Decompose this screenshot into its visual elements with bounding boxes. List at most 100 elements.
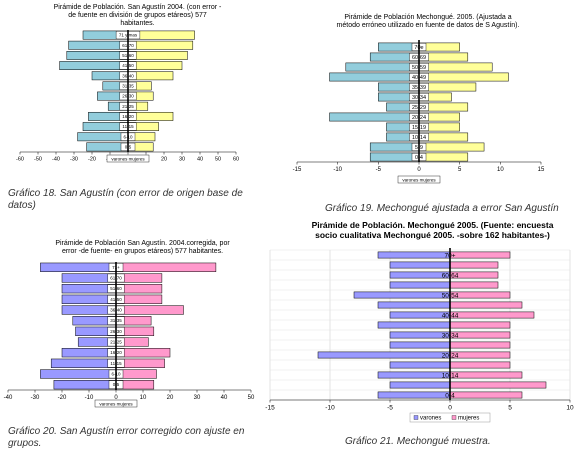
chart-1-x-tick-label: -30 [70, 157, 78, 163]
chart-4-title: Pirámide de Población. Mechongué 2005. (… [290, 220, 575, 240]
chart-2-bar-female [418, 142, 485, 152]
chart-1-x-tick-label: -60 [16, 157, 24, 163]
chart-1-title-line-1: Pirámide de Población. San Agustín 2004.… [53, 4, 222, 11]
chart-1-title-line-2: de fuente en división de grupos etáreos)… [68, 12, 207, 19]
chart-3-x-tick-label: -40 [4, 395, 13, 401]
chart-4-bar-male [389, 261, 451, 269]
chart-1-title-line-3: habitantes. [120, 20, 155, 27]
chart-2-x-tick-label: 15 [538, 167, 545, 173]
chart-4-bar-female [449, 291, 511, 299]
chart-2-x-tick-label: 0 [417, 167, 421, 173]
chart-4-bar-male [377, 371, 451, 379]
chart-4-title-line-1: Pirámide de Población. Mechongué 2005. (… [311, 220, 554, 230]
chart-4-caption: Gráfico 21. Mechongué muestra. [345, 436, 491, 447]
chart-1-x-tick-label: -50 [34, 157, 42, 163]
chart-1-x-tick-label: -20 [88, 157, 96, 163]
chart-4-bar-female [449, 251, 511, 259]
chart-4-bar-male [389, 281, 451, 289]
chart-1-legend-box [106, 154, 150, 163]
chart-3-bar-male [50, 358, 117, 368]
chart-4-x-tick-label: -15 [265, 405, 275, 412]
chart-4-bar-male [389, 341, 451, 349]
chart-4-bar-female [449, 361, 511, 369]
chart-4-legend-box [409, 412, 491, 423]
chart-1-x-tick-label: 40 [197, 157, 203, 163]
chart-3-legend-box [94, 399, 138, 408]
chart-4-bar-male [389, 381, 451, 389]
chart-3-bar-female [115, 305, 184, 315]
chart-2-legend-box [397, 175, 441, 184]
chart-4-bar-male [377, 391, 451, 399]
chart-1-x-tick-label: 60 [233, 157, 239, 163]
chart-2-legend-text: varones mujeres [402, 178, 436, 183]
chart-3-x-tick-label: 0 [114, 395, 118, 401]
chart-2-title-line-2: método erróneo utilizado en fuente de da… [336, 22, 520, 29]
chart-3-x-tick-label: -10 [85, 395, 94, 401]
chart-3-title-line-2: error -de fuente- en grupos etáreos) 577… [61, 248, 224, 255]
chart-3-title: Pirámide de Población San Agustín. 2004.… [30, 240, 255, 256]
chart-4-bar-male [389, 361, 451, 369]
chart-2-bar-female [418, 152, 469, 162]
chart-4-bar-male [377, 301, 451, 309]
chart-2-bar-male [369, 142, 420, 152]
chart-4-x-tick-label: 0 [448, 405, 452, 412]
chart-2-bar-male [329, 112, 420, 122]
chart-1-title: Pirámide de Población. San Agustín 2004.… [30, 4, 245, 28]
chart-4-bar-female [449, 341, 511, 349]
chart-4-bar-male [377, 251, 451, 259]
chart-2-caption: Gráfico 19. Mechongué ajustada a error S… [325, 203, 559, 214]
chart-1-bar-male [77, 132, 129, 142]
chart-1-population-pyramid: 0-56-1011-1516-2021-2526-3031-3536-4041-… [16, 30, 239, 163]
chart-4-population-pyramid: 0-410-1420-2430-3440-4450-5460-6470+-15-… [265, 248, 574, 423]
chart-4-legend-label-male: varones [420, 416, 441, 422]
chart-4-bar-female [449, 311, 535, 319]
chart-3-bar-male [40, 262, 117, 272]
chart-4-x-tick-label: 10 [566, 405, 574, 412]
chart-3-x-tick-label: 30 [194, 395, 201, 401]
chart-3-bar-male [40, 369, 117, 379]
chart-1-x-tick-label: 20 [161, 157, 167, 163]
chart-3-legend-text: varones mujeres [99, 402, 133, 407]
chart-1-x-tick-label: -40 [52, 157, 60, 163]
chart-4-bar-female [449, 331, 511, 339]
chart-1-bar-female [127, 40, 194, 50]
chart-4-bar-male [377, 321, 451, 329]
chart-2-x-tick-label: 5 [458, 167, 462, 173]
chart-3-bar-male [53, 380, 117, 390]
chart-1-bar-female [127, 50, 188, 60]
chart-2-bar-male [369, 152, 420, 162]
chart-3-x-tick-label: 50 [248, 395, 255, 401]
chart-3-x-tick-label: 10 [140, 395, 147, 401]
chart-2-x-tick-label: -15 [293, 167, 302, 173]
chart-1-x-tick-label: 30 [179, 157, 185, 163]
chart-2-title-line-1: Pirámide de Población Mechongué. 2005. (… [344, 14, 512, 21]
chart-3-population-pyramid: 0-56-1011-1516-2021-2526-3031-3536-4041-… [4, 262, 255, 408]
chart-2-x-tick-label: -5 [376, 167, 382, 173]
chart-4-bar-female [449, 381, 547, 389]
chart-3-x-tick-label: 20 [167, 395, 174, 401]
chart-1-bar-male [68, 40, 129, 50]
chart-4-x-tick-label: -10 [325, 405, 335, 412]
chart-3-x-tick-label: -20 [58, 395, 67, 401]
chart-3-title-line-1: Pirámide de Población San Agustín. 2004.… [55, 240, 230, 247]
chart-4-legend-swatch-male [413, 415, 419, 420]
chart-4-legend-swatch-female [451, 415, 457, 420]
chart-3-caption: Gráfico 20. San Agustín error corregido … [8, 426, 245, 449]
chart-1-legend-text: varones mujeres [111, 157, 145, 162]
chart-4-legend-label-female: mujeres [458, 416, 479, 422]
chart-1-bar-male [66, 50, 129, 60]
chart-4-x-tick-label: 5 [508, 405, 512, 412]
chart-4-bar-male [353, 291, 451, 299]
chart-2-title: Pirámide de Población Mechongué. 2005. (… [318, 14, 538, 30]
chart-1-caption: Gráfico 18. San Agustín (con error de or… [8, 188, 243, 211]
chart-3-x-tick-label: -30 [31, 395, 40, 401]
chart-2-bar-male [329, 72, 420, 82]
chart-3-bar-female [115, 262, 217, 272]
chart-4-bar-female [449, 301, 523, 309]
chart-2-x-tick-label: 10 [497, 167, 504, 173]
chart-4-bar-female [449, 261, 499, 269]
chart-2-bar-female [418, 62, 493, 72]
chart-3-x-tick-label: 40 [221, 395, 228, 401]
chart-2-bar-male [345, 62, 420, 72]
chart-4-bar-female [449, 391, 523, 399]
